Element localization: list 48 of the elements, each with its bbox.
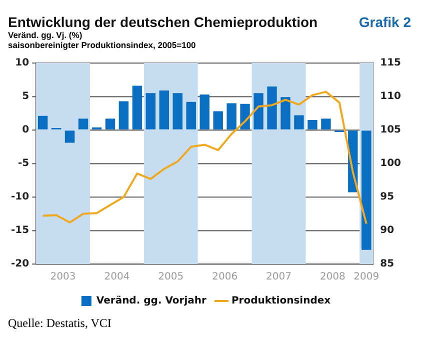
- source-note: Quelle: Destatis, VCI: [8, 316, 112, 331]
- bar: [105, 118, 116, 130]
- x-tick-label: 2006: [212, 272, 238, 283]
- y2-tick-label: 105: [380, 124, 402, 136]
- text: Grafik 2: [358, 14, 411, 30]
- y2-tick-label: 100: [380, 158, 402, 170]
- bar: [78, 118, 88, 130]
- y2-tick-label: 115: [380, 58, 402, 69]
- bar: [38, 116, 48, 130]
- x-tick-label: 2007: [266, 272, 292, 283]
- bar: [362, 130, 372, 250]
- bar: [64, 130, 75, 143]
- x-tick-label: 2008: [320, 272, 346, 283]
- bar: [280, 97, 290, 130]
- y-tick-label: -15: [10, 225, 30, 236]
- chart-title: Entwicklung der deutschen Chemieproduktion: [8, 14, 318, 30]
- bar: [118, 101, 129, 130]
- bar: [294, 115, 304, 130]
- x-tick-label: 2005: [158, 272, 184, 283]
- legend-label: Produktionsindex: [231, 296, 332, 307]
- bar: [267, 86, 277, 130]
- x-tick-label: 2009: [354, 272, 380, 283]
- bar: [226, 103, 236, 130]
- bar: [321, 118, 331, 130]
- y-tick-label: 5: [22, 91, 30, 102]
- y2-tick-label: 90: [380, 225, 394, 236]
- bar: [308, 120, 318, 130]
- bar: [254, 93, 264, 130]
- bar: [186, 102, 196, 130]
- y2-tick-label: 95: [380, 192, 394, 203]
- y-tick-label: -10: [10, 192, 30, 203]
- y-tick-label: 0: [22, 124, 30, 136]
- bar: [200, 94, 210, 130]
- bar: [146, 93, 156, 130]
- bar: [132, 86, 142, 130]
- chart-subtitle: Veränd. gg. Vj. (%): [8, 30, 84, 40]
- y-tick-label: 10: [15, 58, 30, 69]
- text: saisonbereinigter Produktionsindex, 2005=100: [8, 40, 197, 50]
- y2-tick-label: 110: [380, 91, 402, 102]
- y-tick-label: -20: [10, 258, 30, 270]
- legend-label: Veränd. gg. Vorjahr: [96, 296, 207, 307]
- y2-tick-label: 85: [380, 258, 394, 270]
- x-tick-label: 2004: [104, 272, 130, 283]
- y-tick-label: -5: [18, 158, 30, 170]
- x-tick-label: 2003: [50, 272, 76, 283]
- bar: [159, 90, 170, 130]
- bar: [213, 111, 223, 130]
- bar: [172, 93, 182, 130]
